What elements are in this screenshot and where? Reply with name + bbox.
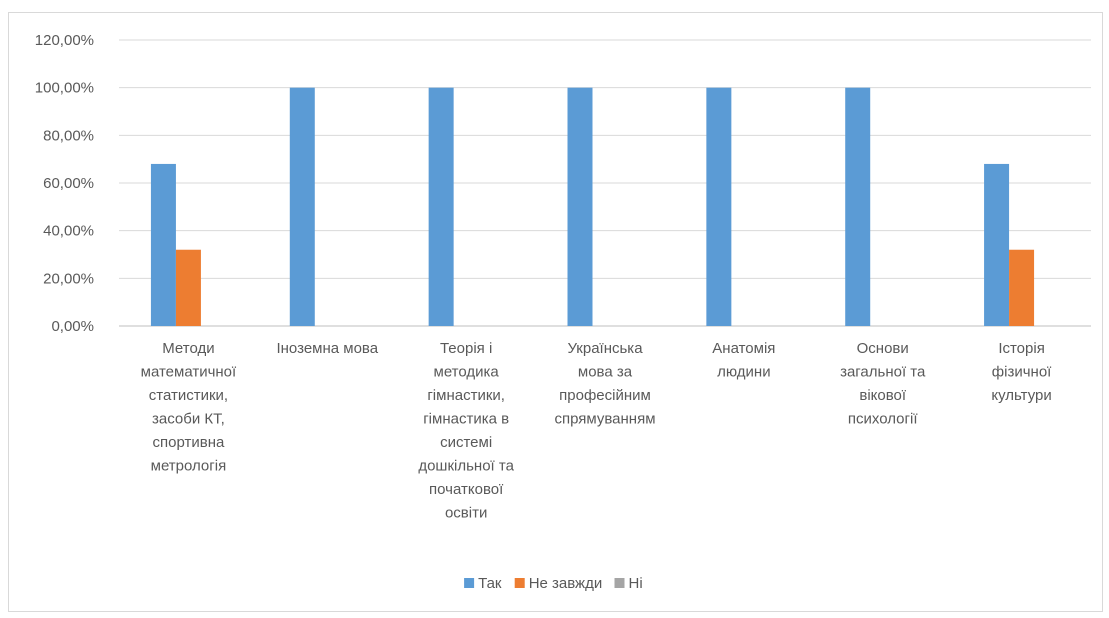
y-tick-label: 20,00% — [43, 270, 94, 287]
bar-chart: 0,00% 20,00% 40,00% 60,00% 80,00% 100,00% 120,… — [35, 32, 1091, 592]
x-category-label: спрямуванням — [554, 411, 655, 428]
bar-Так — [845, 87, 871, 327]
x-category-label: загальної та — [840, 364, 926, 381]
bar-Так — [984, 163, 1010, 326]
bar-Не завжди — [1009, 249, 1035, 326]
y-tick-label: 0,00% — [51, 318, 94, 335]
x-category-label: дошкільної та — [418, 458, 514, 475]
x-category-label: гімнастики, — [427, 387, 505, 404]
x-category-label: мова за — [578, 364, 633, 381]
x-category-label: математичної — [141, 364, 237, 381]
x-category-label: Основи — [857, 340, 909, 357]
legend-swatch — [614, 578, 625, 588]
legend-label: Не завжди — [529, 575, 603, 592]
y-tick-label: 100,00% — [35, 80, 94, 97]
x-category-label: Іноземна мова — [276, 340, 378, 357]
legend-label: Так — [478, 575, 502, 592]
x-category-label: людини — [717, 364, 770, 381]
x-category-label: фізичної — [992, 364, 1052, 381]
x-category-label: Анатомія — [712, 340, 775, 357]
x-category-label: освіти — [445, 505, 487, 522]
x-category-label: Методи — [162, 340, 214, 357]
x-category-label: Історія — [998, 340, 1045, 357]
bar-Так — [428, 87, 454, 327]
x-category-label: Українська — [567, 340, 643, 357]
y-tick-label: 40,00% — [43, 223, 94, 240]
x-category-label: психології — [848, 411, 918, 428]
x-category-label: гімнастика в — [423, 411, 509, 428]
bar-Так — [150, 163, 176, 326]
x-category-label: засоби КТ, — [152, 411, 225, 428]
x-category-label: професійним — [559, 387, 651, 404]
y-tick-label: 60,00% — [43, 175, 94, 192]
bar-Не завжди — [175, 249, 201, 326]
x-category-label: системі — [440, 434, 492, 451]
x-category-label: методика — [434, 364, 500, 381]
x-category-label: початкової — [429, 481, 504, 498]
legend-swatch — [514, 578, 525, 588]
x-category-label: вікової — [859, 387, 907, 404]
x-category-label: метрологія — [151, 458, 227, 475]
x-category-label: спортивна — [153, 434, 225, 451]
legend-label: Ні — [629, 575, 643, 592]
bar-Так — [706, 87, 732, 327]
x-category-label: статистики, — [149, 387, 228, 404]
bar-Так — [567, 87, 593, 327]
legend-swatch — [464, 578, 475, 588]
bar-Так — [289, 87, 315, 327]
y-tick-label: 80,00% — [43, 127, 94, 144]
x-category-label: Теорія і — [440, 340, 492, 357]
chart-container: 0,00% 20,00% 40,00% 60,00% 80,00% 100,00% 120,… — [8, 12, 1103, 612]
y-tick-label: 120,00% — [35, 32, 94, 49]
x-category-label: культури — [991, 387, 1051, 404]
